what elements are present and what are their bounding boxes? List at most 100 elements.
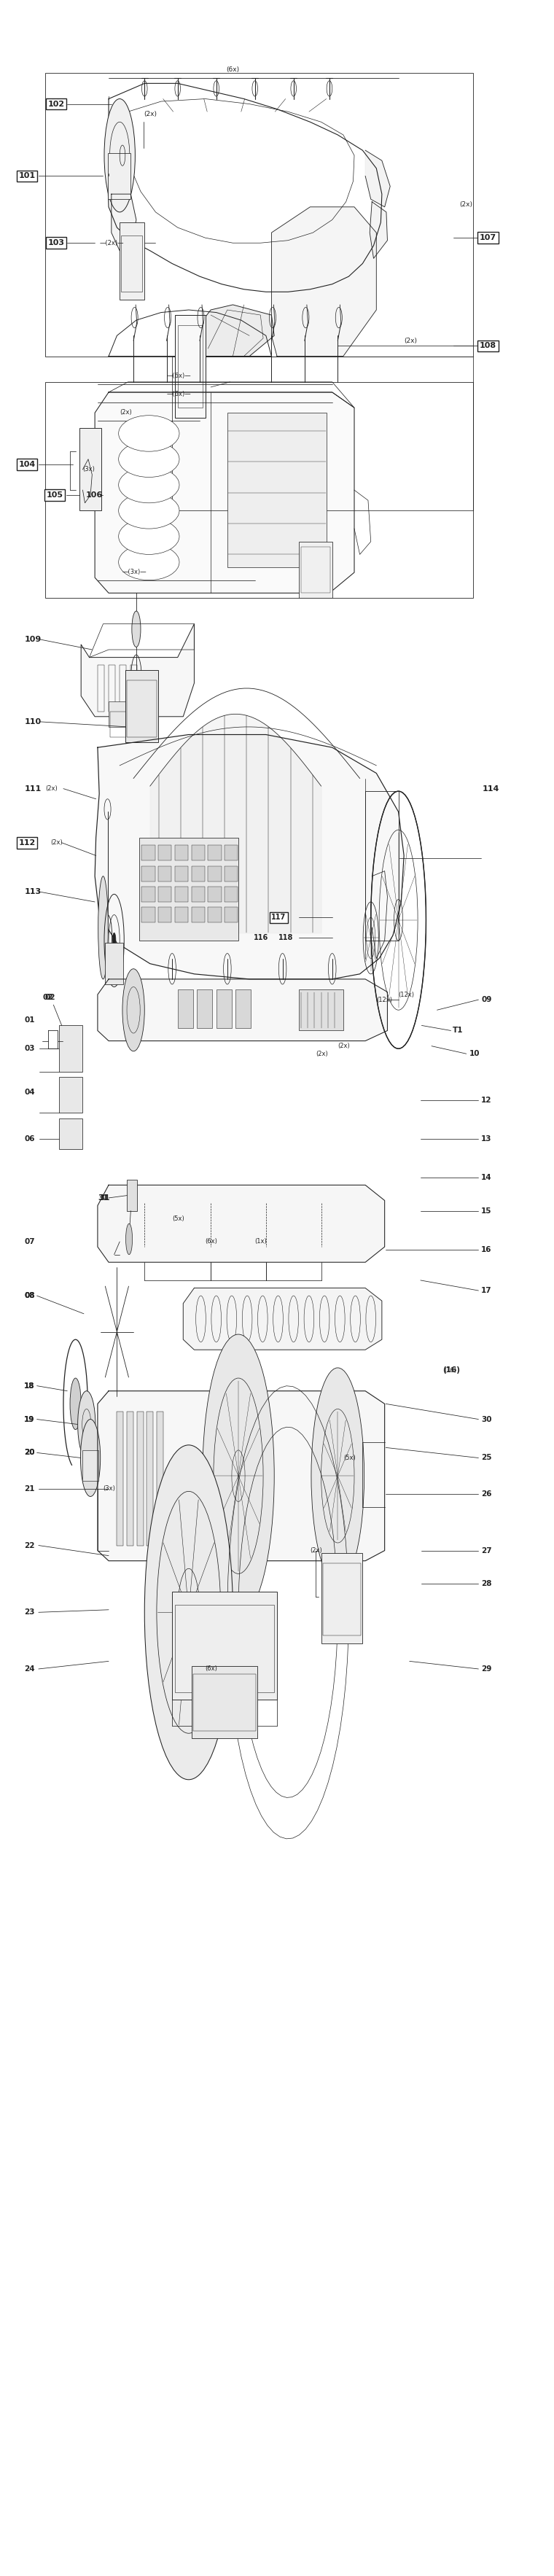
Text: (2x): (2x) bbox=[316, 1051, 328, 1056]
Bar bbox=[224, 907, 238, 922]
Bar bbox=[365, 791, 398, 940]
Polygon shape bbox=[111, 193, 136, 252]
Text: 30: 30 bbox=[481, 1417, 492, 1422]
Bar bbox=[175, 1605, 274, 1692]
Polygon shape bbox=[98, 979, 387, 1041]
Text: (2x): (2x) bbox=[404, 337, 417, 345]
Text: (3x): (3x) bbox=[103, 1486, 115, 1492]
Text: 103: 103 bbox=[48, 240, 65, 247]
Bar bbox=[175, 886, 188, 902]
Text: 18: 18 bbox=[24, 1383, 35, 1388]
Bar bbox=[175, 845, 188, 860]
Bar bbox=[137, 1412, 143, 1546]
Bar bbox=[131, 665, 137, 711]
Bar bbox=[323, 1564, 361, 1636]
Text: 113: 113 bbox=[24, 889, 41, 896]
Text: 07: 07 bbox=[24, 1239, 35, 1244]
Polygon shape bbox=[370, 201, 387, 258]
Polygon shape bbox=[95, 392, 354, 592]
Text: (1x): (1x) bbox=[255, 1239, 267, 1244]
Bar bbox=[224, 866, 238, 881]
Ellipse shape bbox=[119, 492, 179, 528]
Bar bbox=[142, 907, 155, 922]
Text: 102: 102 bbox=[48, 100, 65, 108]
Text: 10: 10 bbox=[469, 1051, 480, 1056]
Text: (16): (16) bbox=[443, 1368, 460, 1373]
Bar bbox=[227, 412, 327, 567]
Text: 31: 31 bbox=[98, 1195, 108, 1200]
Text: (12x): (12x) bbox=[398, 992, 414, 997]
Text: (6x): (6x) bbox=[226, 67, 239, 72]
Ellipse shape bbox=[119, 466, 179, 502]
Text: 21: 21 bbox=[24, 1486, 35, 1492]
Bar bbox=[83, 1450, 98, 1481]
Bar bbox=[175, 907, 188, 922]
Bar bbox=[127, 1412, 134, 1546]
Text: 110: 110 bbox=[24, 719, 41, 726]
Bar bbox=[192, 866, 204, 881]
Bar bbox=[175, 314, 205, 417]
Text: (16): (16) bbox=[444, 1368, 456, 1373]
Bar bbox=[142, 845, 155, 860]
Text: 27: 27 bbox=[481, 1548, 492, 1553]
Text: 08: 08 bbox=[24, 1293, 35, 1298]
Ellipse shape bbox=[80, 1419, 100, 1497]
Bar bbox=[142, 866, 155, 881]
Ellipse shape bbox=[119, 518, 179, 554]
Bar bbox=[158, 845, 172, 860]
Text: 12: 12 bbox=[481, 1097, 492, 1103]
Polygon shape bbox=[197, 304, 274, 355]
Text: 01: 01 bbox=[24, 1018, 35, 1023]
Bar bbox=[172, 1592, 277, 1700]
Text: (12x): (12x) bbox=[376, 997, 392, 1002]
Text: T1: T1 bbox=[453, 1028, 463, 1033]
Text: 20: 20 bbox=[24, 1450, 35, 1455]
Text: 111: 111 bbox=[24, 786, 41, 793]
Ellipse shape bbox=[145, 1445, 233, 1780]
Polygon shape bbox=[183, 1288, 382, 1350]
Bar bbox=[192, 845, 204, 860]
Text: (6x): (6x) bbox=[205, 1667, 218, 1672]
Text: (2x): (2x) bbox=[338, 1043, 350, 1048]
Bar bbox=[139, 837, 238, 940]
Bar bbox=[178, 325, 202, 407]
Text: 104: 104 bbox=[18, 461, 35, 469]
Bar bbox=[107, 152, 131, 198]
Ellipse shape bbox=[112, 933, 116, 948]
Bar bbox=[208, 845, 221, 860]
Text: (2x): (2x) bbox=[120, 410, 132, 415]
Text: 14: 14 bbox=[481, 1175, 492, 1180]
Text: 08: 08 bbox=[24, 1293, 35, 1298]
Polygon shape bbox=[365, 149, 390, 206]
Bar bbox=[224, 845, 238, 860]
Text: 09: 09 bbox=[481, 997, 492, 1005]
Text: 15: 15 bbox=[481, 1208, 492, 1213]
Text: 118: 118 bbox=[279, 935, 294, 943]
Ellipse shape bbox=[126, 1224, 132, 1255]
Bar bbox=[117, 1412, 124, 1546]
Text: —(6x)—: —(6x)— bbox=[167, 392, 191, 397]
Text: (5x): (5x) bbox=[172, 1216, 184, 1221]
Bar bbox=[125, 670, 158, 742]
Text: 108: 108 bbox=[479, 343, 496, 350]
Bar bbox=[109, 701, 145, 726]
Bar bbox=[158, 907, 172, 922]
Bar bbox=[321, 1553, 362, 1643]
Bar bbox=[192, 1667, 258, 1739]
Text: 105: 105 bbox=[46, 492, 63, 500]
Bar bbox=[192, 886, 204, 902]
Text: 116: 116 bbox=[254, 935, 269, 943]
Text: (2x): (2x) bbox=[459, 201, 473, 209]
Text: 112: 112 bbox=[18, 840, 35, 848]
Text: 17: 17 bbox=[481, 1288, 492, 1293]
Bar bbox=[127, 1180, 137, 1211]
Bar bbox=[109, 665, 115, 711]
Text: —(6x)—: —(6x)— bbox=[167, 374, 191, 379]
Ellipse shape bbox=[78, 1391, 95, 1458]
Text: (5x): (5x) bbox=[343, 1455, 356, 1461]
Text: 31: 31 bbox=[99, 1195, 110, 1200]
Ellipse shape bbox=[119, 544, 179, 580]
Ellipse shape bbox=[98, 876, 108, 979]
Bar bbox=[127, 680, 157, 737]
Text: (6x): (6x) bbox=[205, 1239, 218, 1244]
